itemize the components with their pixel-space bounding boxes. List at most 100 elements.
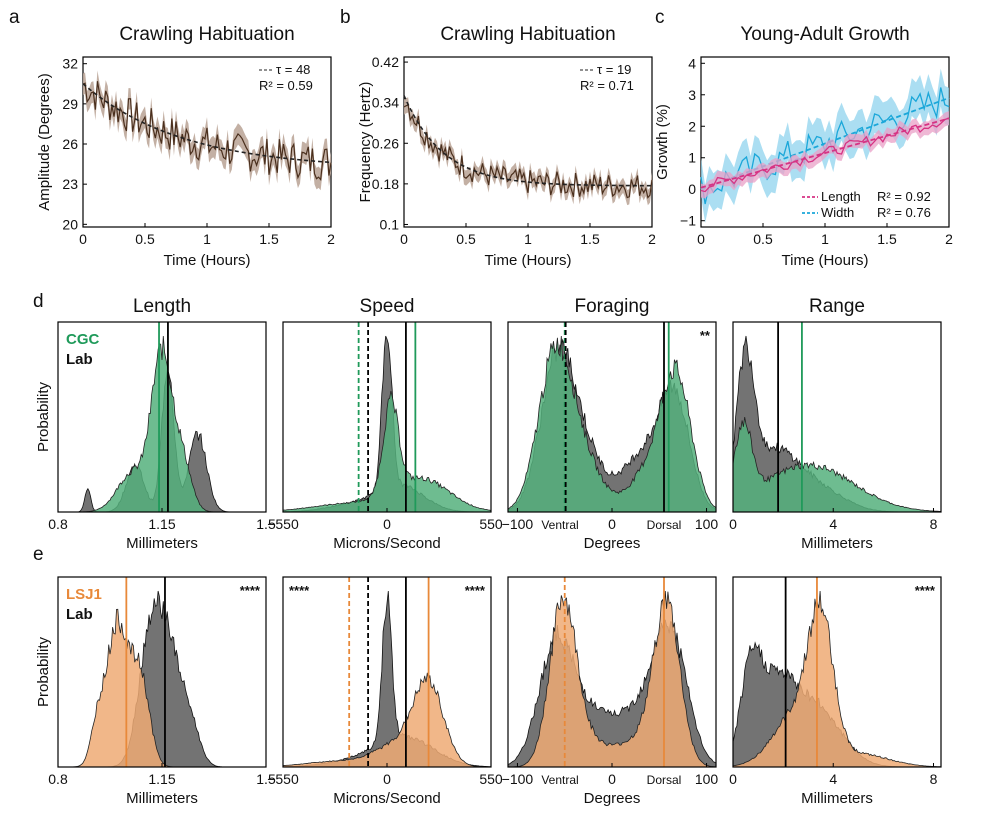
x-axis-label: Time (Hours): [782, 252, 869, 269]
significance-stars-left: ****: [289, 583, 310, 598]
significance-stars: ****: [915, 583, 936, 598]
legend-r2: R² = 0.59: [259, 78, 313, 93]
x-axis-label: Time (Hours): [485, 252, 572, 269]
x-tick-label: 1: [524, 231, 532, 247]
plot-frame: [732, 576, 942, 768]
legend-tau: τ = 19: [597, 62, 631, 77]
legend-r2: R² = 0.92: [877, 189, 931, 204]
y-tick-label: 0.1: [380, 216, 400, 232]
row-e: Probability 0.8 1.15 1.5 Millimeters **** −550…: [35, 576, 942, 807]
legend-lab: Lab: [66, 351, 93, 368]
dorsal-label: Dorsal: [647, 518, 682, 532]
x-tick-label: −550: [267, 516, 299, 532]
dist-panel-1: −550 0 550 Microns/Second **** ****: [267, 576, 503, 807]
x-tick-label: 1: [821, 231, 829, 247]
x-tick-label: −550: [267, 771, 299, 787]
x-axis-label: Degrees: [584, 535, 641, 552]
data-line: [403, 104, 653, 199]
y-axis-label: Frequency (Hertz): [357, 82, 374, 203]
x-tick-label: 1.5: [259, 231, 279, 247]
y-tick-label: 0.34: [372, 95, 399, 111]
x-tick-label: 1.5: [256, 771, 276, 787]
chart-title: Crawling Habituation: [119, 24, 294, 45]
y-tick-label: 26: [62, 136, 78, 152]
x-tick-label: 2: [648, 231, 656, 247]
y-tick-label: 32: [62, 56, 78, 72]
panel-letter-a: a: [9, 7, 20, 28]
legend-r2: R² = 0.76: [877, 205, 931, 220]
y-tick-label: 0.42: [372, 54, 399, 70]
cgc-distribution: [282, 390, 492, 513]
x-tick-label: 100: [695, 516, 719, 532]
y-tick-label: 20: [62, 216, 78, 232]
y-axis-label: Amplitude (Degrees): [36, 73, 53, 211]
plot-frame: [732, 321, 942, 513]
x-tick-label: 550: [479, 516, 503, 532]
x-axis-label: Microns/Second: [333, 535, 441, 552]
chart-title: Young-Adult Growth: [740, 24, 909, 45]
band-length: [701, 111, 949, 199]
panel-title: Length: [133, 296, 191, 317]
panel-letter-b: b: [340, 7, 351, 28]
y-tick-label: 0.26: [372, 135, 399, 151]
x-tick-label: 0: [729, 516, 737, 532]
x-tick-label: 0: [729, 771, 737, 787]
y-tick-label: 4: [688, 55, 696, 71]
x-tick-label: 100: [695, 771, 719, 787]
x-tick-label: 1: [203, 231, 211, 247]
legend-strain: CGC: [66, 331, 100, 348]
x-tick-label: 0.5: [753, 231, 773, 247]
dist-panel-0: 0.8 1.15 1.5 Millimeters Length: [48, 296, 276, 552]
x-tick-label: 0.8: [48, 771, 68, 787]
x-tick-label: 0: [608, 516, 616, 532]
significance-stars: ****: [465, 583, 486, 598]
lsj1-distribution: [282, 672, 492, 768]
x-axis-label: Millimeters: [126, 535, 198, 552]
x-axis-label: Degrees: [584, 790, 641, 807]
y-tick-label: −1: [680, 213, 696, 229]
x-tick-label: 0.8: [48, 516, 68, 532]
chart-b: 0 0.5 1 1.5 2 0.1 0.18 0.26 0.34 0.42 Crawling Hab…: [357, 24, 656, 269]
y-tick-label: 3: [688, 87, 696, 103]
x-tick-label: 8: [930, 771, 938, 787]
chart-a: 0 0.5 1 1.5 2 20 23 26 29 32 Crawling Habituation T…: [36, 24, 335, 269]
x-tick-label: 0: [383, 771, 391, 787]
fit-line: [403, 95, 653, 187]
chart-title: Crawling Habituation: [440, 24, 615, 45]
x-tick-label: 4: [829, 516, 837, 532]
y-tick-label: 2: [688, 118, 696, 134]
x-tick-label: 4: [829, 771, 837, 787]
x-tick-label: 0.5: [456, 231, 476, 247]
dist-panel-1: −550 0 550 Microns/Second Speed: [267, 296, 503, 552]
legend-name: Width: [821, 205, 854, 220]
x-axis-label: Millimeters: [801, 790, 873, 807]
dist-panel-2: −100 0 100 Ventral Dorsal Degrees: [502, 576, 719, 807]
x-tick-label: 550: [479, 771, 503, 787]
y-axis-label: Growth (%): [654, 104, 671, 180]
dist-panel-0: 0.8 1.15 1.5 Millimeters ****: [48, 576, 276, 807]
legend-lab: Lab: [66, 606, 93, 623]
data-line: [82, 81, 332, 182]
cgc-distribution: [732, 417, 942, 513]
legend-r2: R² = 0.71: [580, 78, 634, 93]
y-tick-label: 29: [62, 96, 78, 112]
legend-strain: LSJ1: [66, 586, 102, 603]
fit-line: [82, 83, 332, 164]
legend-name: Length: [821, 189, 861, 204]
x-tick-label: 1.15: [148, 771, 175, 787]
x-tick-label: 0: [383, 516, 391, 532]
x-tick-label: 0: [697, 231, 705, 247]
y-tick-label: 1: [688, 150, 696, 166]
y-axis-label: Probability: [35, 636, 52, 707]
panel-title: Range: [809, 296, 865, 317]
panel-title: Speed: [360, 296, 415, 317]
x-tick-label: 1.5: [877, 231, 897, 247]
x-axis-label: Time (Hours): [164, 252, 251, 269]
panel-letter-d: d: [33, 291, 44, 312]
panel-letter-e: e: [33, 544, 44, 565]
y-tick-label: 0: [688, 181, 696, 197]
row-d: Probability 0.8 1.15 1.5 Millimeters Length −5…: [35, 296, 942, 552]
x-tick-label: 2: [327, 231, 335, 247]
